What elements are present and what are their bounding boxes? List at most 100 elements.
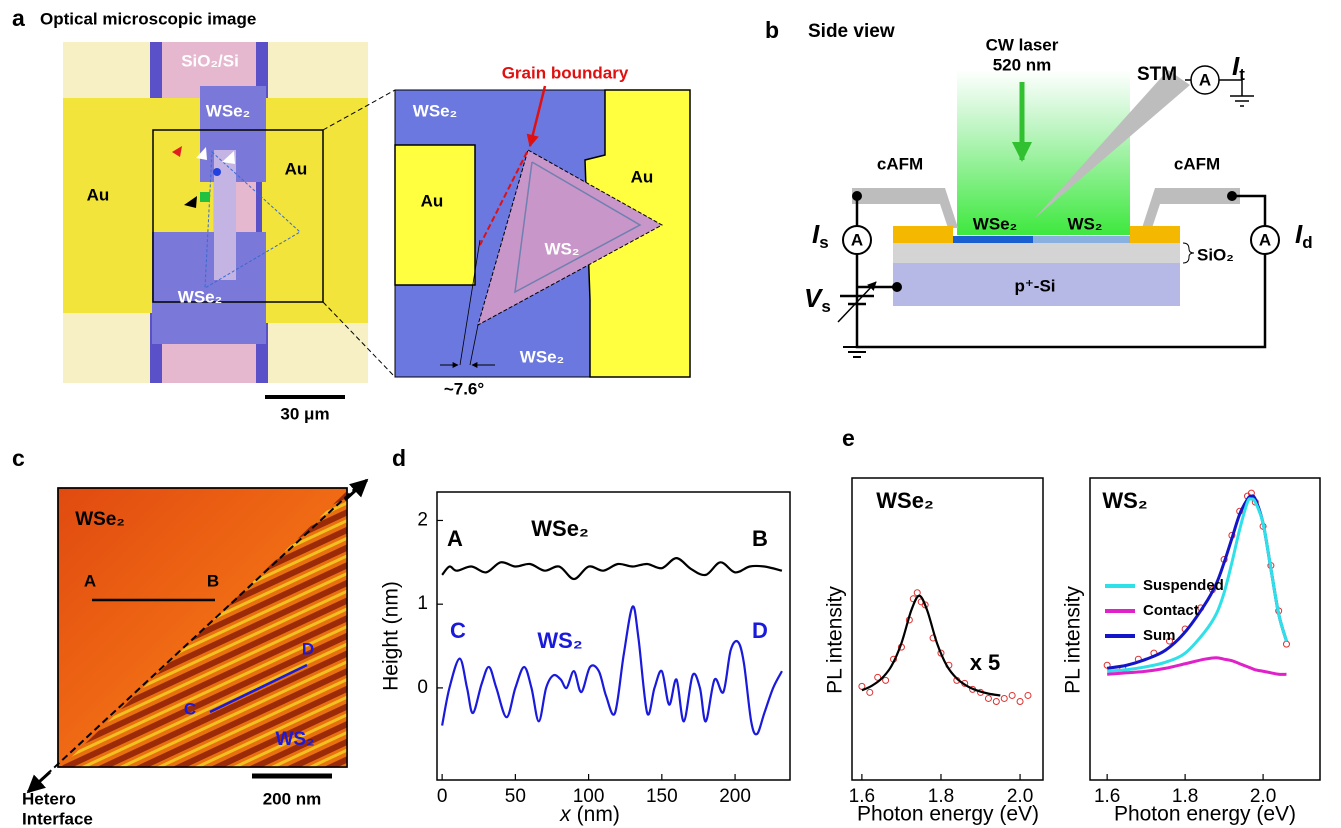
data-point [1001,695,1007,701]
sio2-layer [893,243,1180,263]
au-electrode [893,226,953,243]
label: WSe₂ [178,287,222,306]
panel-letter: b [765,17,779,43]
panel-letter: d [392,445,406,471]
data-line [442,558,782,579]
annotation: B [752,526,768,551]
figure: a Optical microscopic image SiO₂/Si WSe₂… [0,0,1341,828]
annotation: D [752,618,768,643]
panel-a: a Optical microscopic image SiO₂/Si WSe₂… [12,5,395,423]
panel-letter: a [12,5,25,31]
x-axis-label: x(nm) [559,803,620,826]
label: STM [1137,64,1177,85]
annotation: WS₂ [537,628,582,653]
marker [200,192,210,202]
label: cAFM [1174,154,1220,173]
panel-a-zoom: Grain boundary WSe₂ Au WS₂ Au WSe₂ ~7.6° [395,63,690,398]
axis-unit: (nm) [577,803,620,826]
panel-title: Side view [808,21,895,42]
ammeter-label: A [851,230,863,249]
label: C [184,699,196,718]
y-axis-label: PL intensity [1062,586,1085,694]
label: Grain boundary [502,63,629,82]
label: ~7.6° [444,379,485,398]
label: B [207,571,219,590]
subscript: d [1302,233,1312,252]
label: 520 nm [993,55,1052,74]
plot-frame [852,478,1043,780]
annotation: A [447,526,463,551]
cafm-tip [852,188,958,228]
ground [843,347,871,357]
label: Au [421,191,444,210]
panel-c: c WSe₂ A B C D WS₂ 200 nm Hetero Interfa… [12,445,367,828]
chart: 1.61.82.0PL intensityPhoton energy (eV)W… [824,478,1043,826]
ammeter-label: A [1199,70,1211,89]
legend-label: Sum [1143,627,1176,644]
data-point [1025,692,1031,698]
x-tick-label: 150 [646,786,678,807]
y-axis-label: Height (nm) [380,581,403,691]
voltage-label: Vs [804,283,831,317]
label: WSe₂ [520,347,564,366]
subscript: s [819,233,828,252]
data-line [1107,658,1286,675]
data-line [442,606,782,734]
annotation: WS₂ [1102,488,1147,513]
node [1227,191,1237,201]
annotation: C [450,618,466,643]
current-label: Id [1295,219,1313,253]
data-point [883,677,889,683]
label: Au [87,185,110,204]
label: SiO₂ [1197,245,1234,264]
x-tick-label: 200 [719,786,751,807]
x-axis-label: Photon energy (eV) [1114,803,1296,826]
ground [1230,96,1254,106]
panel-b: b Side view CW laser 520 nm STM A It cAF… [765,17,1313,357]
label: Interface [22,809,93,828]
data-point [1009,692,1015,698]
plot-frame [1090,478,1320,780]
data-point [993,698,999,704]
subscript: s [821,297,830,316]
label: WS₂ [275,729,314,750]
label: WSe₂ [206,101,250,120]
x-axis-label: Photon energy (eV) [857,803,1039,826]
cafm-tip [1142,188,1240,228]
label: SiO₂/Si [181,51,239,70]
ws2-layer [1033,236,1130,243]
label: Au [631,167,654,186]
wse2-layer [953,236,1033,243]
panel-letter: c [12,445,25,471]
panel-letter: e [842,425,855,451]
y-tick-label: 0 [417,677,428,698]
x-tick-label: 0 [437,786,448,807]
x-tick-label: 50 [505,786,526,807]
axis-variable: x [559,803,572,826]
label: D [302,639,314,658]
au-pad [395,145,475,285]
data-point [985,695,991,701]
y-axis-label: PL intensity [824,586,847,694]
label: WS₂ [1068,214,1103,233]
panel-title: Optical microscopic image [40,9,256,28]
scale-label: 30 μm [280,404,329,423]
annotation: WSe₂ [876,488,933,513]
label: cAFM [877,154,923,173]
ammeter-label: A [1259,230,1271,249]
plot-frame [437,492,790,780]
node [852,191,862,201]
scale-label: 200 nm [263,789,322,808]
au-pad [262,98,368,323]
label: CW laser [986,35,1059,54]
label: A [84,571,96,590]
data-point [1017,698,1023,704]
label: Au [285,159,308,178]
current-label: Is [812,219,829,253]
legend-label: Contact [1143,602,1199,619]
subscript: t [1239,65,1245,84]
marker [213,168,221,176]
data-point [1283,641,1289,647]
